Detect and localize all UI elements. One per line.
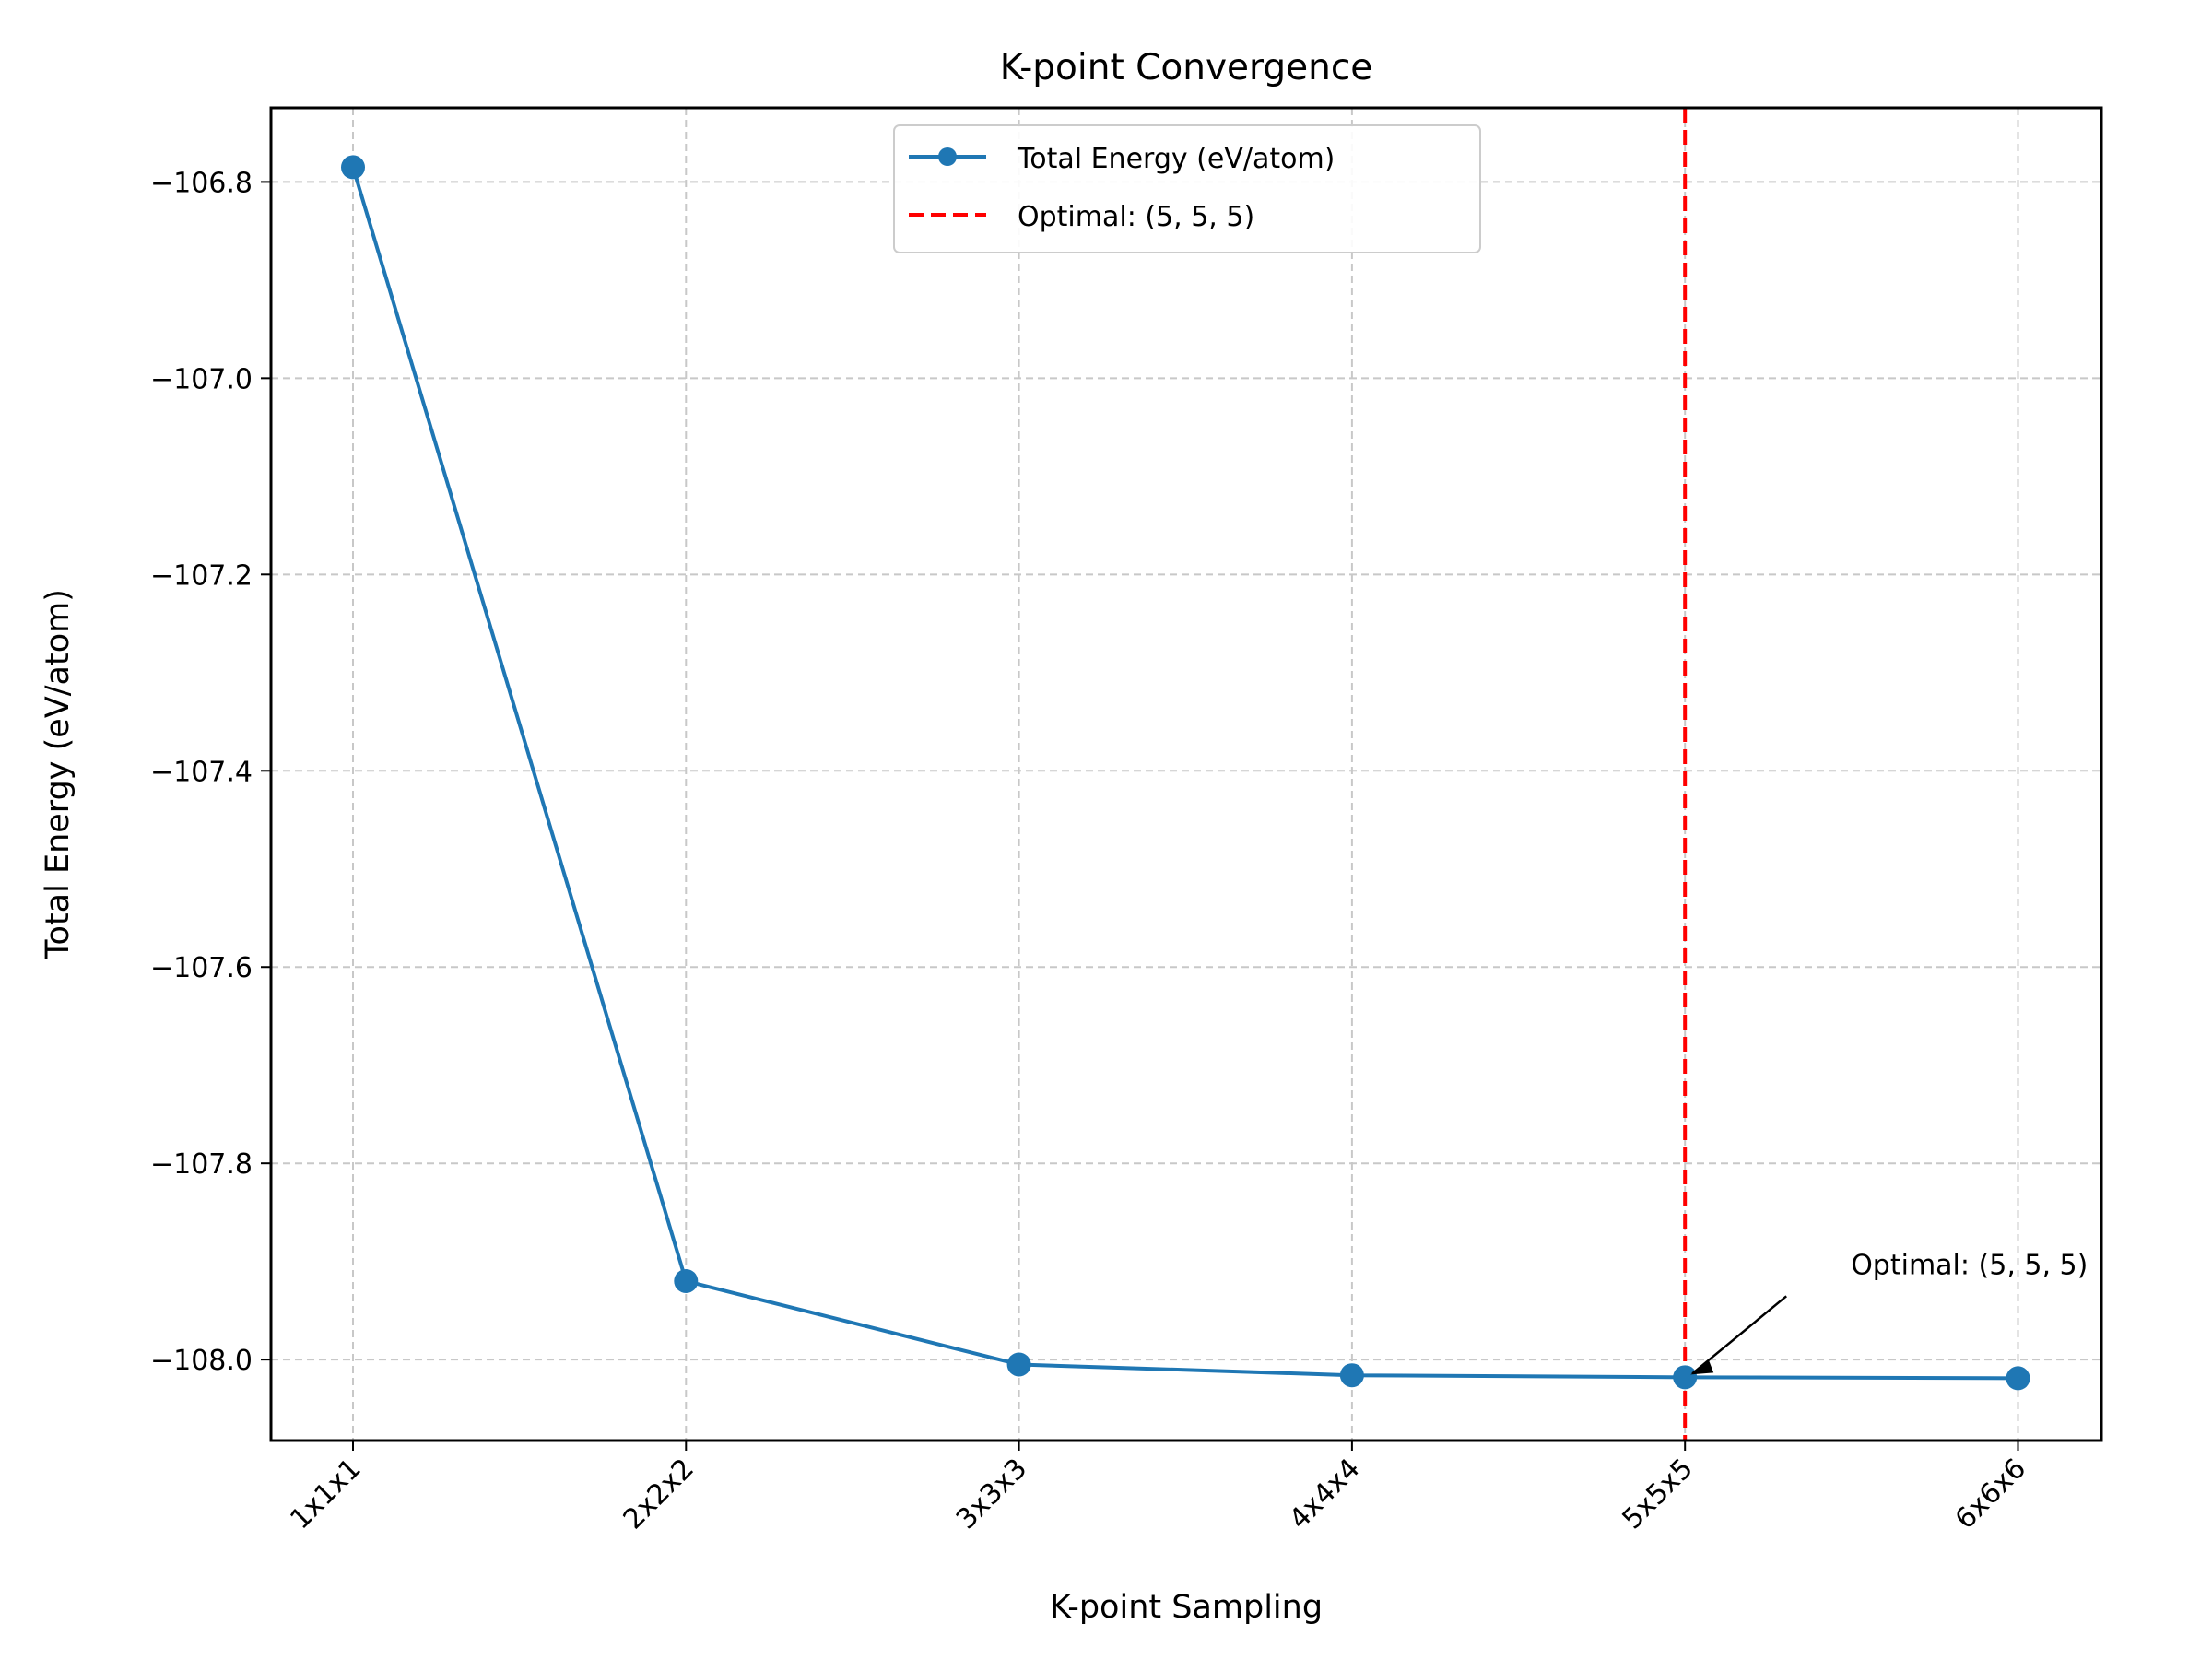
y-tick-label: −106.8	[150, 167, 253, 199]
data-point	[2006, 1366, 2030, 1391]
y-tick-label: −107.6	[150, 952, 253, 984]
x-axis-label: K-point Sampling	[1050, 1589, 1323, 1626]
data-point	[341, 155, 365, 180]
legend: Total Energy (eV/atom) Optimal: (5, 5, 5…	[893, 124, 1481, 253]
chart-title: K-point Convergence	[1000, 47, 1373, 88]
annotation-label: Optimal: (5, 5, 5)	[1851, 1249, 2088, 1281]
annotation-arrowhead	[1690, 1360, 1714, 1375]
legend-reference-label: Optimal: (5, 5, 5)	[1018, 201, 1254, 233]
y-tick-label: −107.2	[150, 559, 253, 592]
legend-box	[893, 124, 1481, 253]
y-tick-label: −108.0	[150, 1345, 253, 1377]
data-point	[674, 1268, 699, 1293]
y-axis-label: Total Energy (eV/atom)	[40, 589, 76, 960]
y-tick-label: −107.8	[150, 1148, 253, 1181]
series-line	[351, 166, 2018, 1381]
series-group	[341, 155, 2030, 1391]
annotation: Optimal: (5, 5, 5)	[1690, 1249, 2088, 1375]
y-tick-label: −107.4	[150, 756, 253, 788]
y-tick-label: −107.0	[150, 363, 253, 395]
annotation-arrow	[1691, 1295, 1787, 1375]
data-point	[1006, 1352, 1031, 1377]
data-point	[1339, 1363, 1364, 1388]
data-point	[1673, 1365, 1698, 1390]
plot-frame	[269, 106, 2103, 1442]
grid	[271, 108, 2101, 1441]
legend-series-label: Total Energy (eV/atom)	[1017, 143, 1335, 175]
legend-series-marker	[938, 147, 957, 166]
